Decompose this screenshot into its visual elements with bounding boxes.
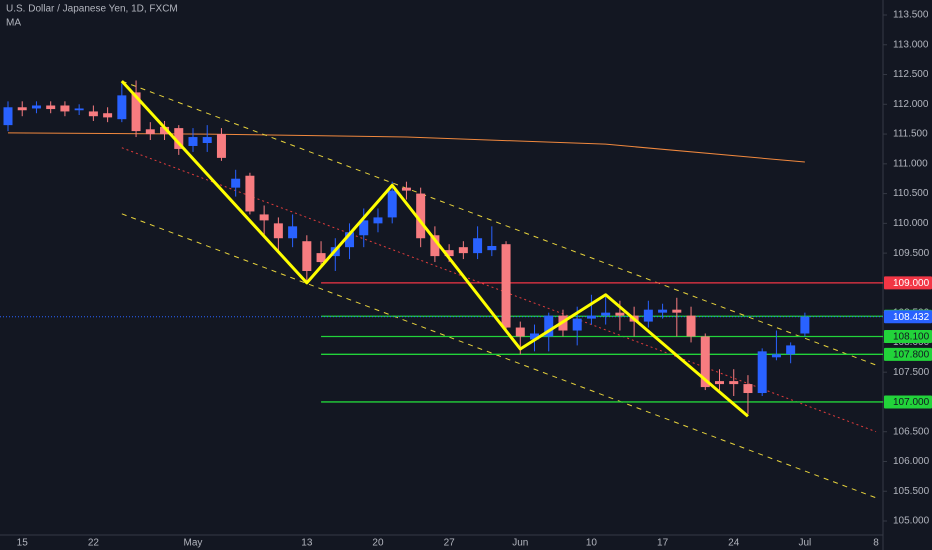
y-tick-label: 105.500 (893, 486, 930, 497)
candle-body (259, 214, 269, 221)
candle-body (444, 250, 454, 257)
y-tick-label: 113.500 (893, 10, 929, 21)
candle-body (316, 253, 326, 263)
price-label-box (884, 395, 932, 409)
y-tick-label: 109.500 (893, 248, 930, 259)
candle-body (46, 105, 56, 110)
price-label-box (884, 276, 932, 290)
y-tick-label: 110.500 (893, 188, 929, 199)
candle-body (586, 315, 596, 319)
x-tick-label: Jun (512, 538, 528, 549)
candle-body (188, 137, 198, 146)
candle-body (174, 128, 184, 149)
candle-body (700, 336, 710, 388)
price-label: 108.432 (893, 312, 930, 323)
candle-body (487, 245, 497, 251)
candle-body (715, 381, 724, 385)
candle-body (530, 333, 540, 340)
candle-body (302, 241, 312, 271)
candle-body (17, 107, 27, 111)
candle-body (117, 95, 127, 120)
candle-body (743, 384, 753, 394)
y-tick-label: 110.000 (893, 218, 929, 229)
x-tick-label: May (184, 538, 203, 549)
candle-body (74, 108, 84, 111)
candle-body (800, 316, 810, 334)
indicator-label: MA (6, 18, 21, 29)
candle-body (458, 247, 468, 254)
y-tick-label: 106.000 (893, 456, 930, 467)
candle-body (373, 217, 383, 224)
candle-body (601, 312, 611, 316)
y-tick-label: 112.000 (893, 99, 929, 110)
y-tick-label: 111.000 (893, 158, 928, 169)
y-tick-label: 112.500 (893, 69, 929, 80)
candle-body (3, 107, 13, 126)
candle-body (544, 315, 554, 337)
x-tick-label: 13 (301, 538, 313, 549)
channel-line (121, 213, 877, 499)
y-tick-label: 113.000 (893, 39, 929, 50)
candle-body (60, 105, 70, 112)
candle-body (273, 223, 283, 239)
candle-body (771, 354, 781, 358)
candle-body (572, 318, 582, 331)
candle-body (288, 226, 298, 239)
candle-body (615, 312, 625, 316)
candle-body (473, 238, 483, 254)
price-label-box (884, 347, 932, 361)
price-label-box (884, 310, 932, 324)
candle-body (231, 178, 241, 188)
price-label: 108.100 (893, 332, 930, 343)
candle-body (202, 137, 212, 143)
candle-body (31, 105, 41, 109)
candle-body (245, 175, 255, 212)
candle-body (103, 113, 113, 118)
price-label: 107.000 (893, 397, 930, 408)
candle-body (88, 111, 98, 117)
candle-body (345, 232, 355, 248)
y-tick-label: 106.500 (893, 426, 930, 437)
x-tick-label: 8 (873, 538, 879, 549)
x-tick-label: 20 (372, 538, 384, 549)
price-label: 109.000 (893, 278, 930, 289)
x-tick-label: 27 (444, 538, 456, 549)
chart-title: U.S. Dollar / Japanese Yen, 1D, FXCM (6, 4, 178, 15)
price-label-box (884, 329, 932, 343)
x-tick-label: 22 (88, 538, 100, 549)
candle-body (359, 220, 369, 236)
candle-body (145, 129, 155, 135)
x-tick-label: 17 (657, 538, 669, 549)
candle-body (430, 235, 440, 257)
candle-body (786, 345, 796, 355)
x-tick-label: 10 (586, 538, 598, 549)
candle-body (387, 190, 397, 218)
zigzag-line (120, 80, 749, 418)
candle-body (501, 244, 511, 328)
channel-line (121, 80, 877, 366)
candle-body (416, 193, 426, 239)
candle-body (401, 187, 411, 191)
candle-body (686, 315, 696, 337)
candle-body (672, 309, 682, 313)
candle-body (729, 381, 739, 385)
y-tick-label: 111.500 (893, 129, 928, 140)
candle-body (643, 309, 653, 322)
candle-body (757, 351, 767, 394)
y-tick-label: 105.000 (893, 516, 930, 527)
y-tick-label: 107.500 (893, 367, 930, 378)
candle-body (131, 92, 141, 132)
price-label: 107.800 (893, 349, 930, 360)
candle-body (216, 134, 226, 158)
candle-body (515, 327, 525, 337)
x-tick-label: Jul (798, 538, 811, 549)
candle-body (160, 126, 170, 135)
moving-average (7, 132, 805, 163)
candle-body (658, 309, 668, 313)
x-tick-label: 24 (728, 538, 740, 549)
x-tick-label: 15 (17, 538, 29, 549)
